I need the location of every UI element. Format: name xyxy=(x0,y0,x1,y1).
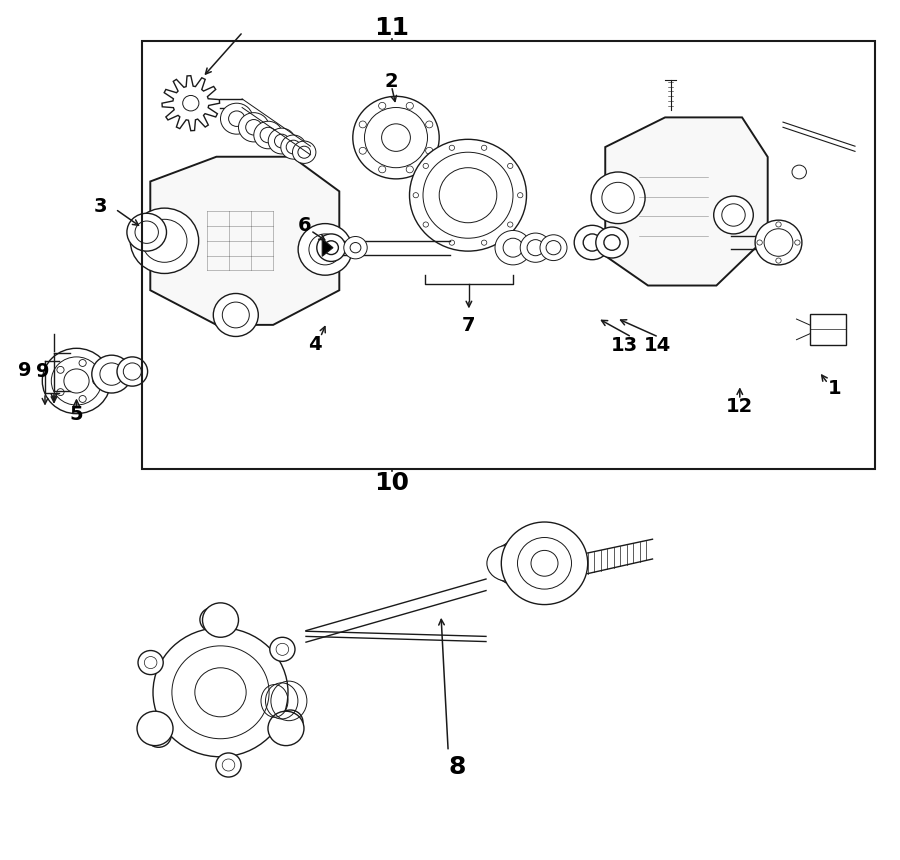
Circle shape xyxy=(292,141,316,163)
Polygon shape xyxy=(322,239,333,256)
Circle shape xyxy=(213,293,258,336)
Text: 9: 9 xyxy=(19,360,32,380)
Circle shape xyxy=(220,103,253,134)
Text: 2: 2 xyxy=(384,72,399,91)
Text: 7: 7 xyxy=(463,316,475,335)
Circle shape xyxy=(92,355,131,393)
Bar xyxy=(142,41,875,469)
Polygon shape xyxy=(605,117,768,286)
Circle shape xyxy=(520,233,551,262)
Text: 10: 10 xyxy=(374,471,409,495)
Ellipse shape xyxy=(487,545,530,581)
Circle shape xyxy=(127,213,166,251)
Circle shape xyxy=(298,224,352,275)
Circle shape xyxy=(268,128,295,154)
Circle shape xyxy=(344,237,367,259)
Ellipse shape xyxy=(502,529,587,598)
Circle shape xyxy=(254,121,283,149)
Circle shape xyxy=(540,235,567,261)
Text: 4: 4 xyxy=(308,335,322,353)
Ellipse shape xyxy=(495,538,558,589)
Text: 13: 13 xyxy=(611,336,638,355)
Circle shape xyxy=(495,230,531,265)
Polygon shape xyxy=(162,76,220,131)
Text: 5: 5 xyxy=(69,405,84,424)
Circle shape xyxy=(501,522,588,605)
Circle shape xyxy=(138,650,163,674)
Bar xyxy=(810,314,846,345)
Circle shape xyxy=(200,607,225,631)
Polygon shape xyxy=(150,157,339,325)
Circle shape xyxy=(130,208,199,273)
Circle shape xyxy=(278,710,303,734)
Circle shape xyxy=(410,139,526,251)
Text: 11: 11 xyxy=(374,15,409,40)
Circle shape xyxy=(238,113,269,142)
Circle shape xyxy=(137,711,173,746)
Circle shape xyxy=(270,637,295,661)
Text: 8: 8 xyxy=(448,755,466,779)
Circle shape xyxy=(281,135,306,159)
Circle shape xyxy=(216,753,241,777)
Text: 6: 6 xyxy=(297,216,311,235)
Text: 12: 12 xyxy=(726,397,753,416)
Text: 9: 9 xyxy=(36,362,50,382)
Circle shape xyxy=(755,220,802,265)
Circle shape xyxy=(714,196,753,234)
Circle shape xyxy=(153,628,288,757)
Ellipse shape xyxy=(499,533,572,593)
Circle shape xyxy=(268,711,304,746)
Text: 3: 3 xyxy=(94,197,108,216)
Circle shape xyxy=(596,227,628,258)
Circle shape xyxy=(117,357,148,386)
Circle shape xyxy=(591,172,645,224)
Text: 14: 14 xyxy=(644,336,670,355)
Circle shape xyxy=(42,348,111,414)
Circle shape xyxy=(146,723,171,747)
Ellipse shape xyxy=(491,542,544,585)
Circle shape xyxy=(353,96,439,179)
Circle shape xyxy=(317,234,346,261)
Circle shape xyxy=(574,225,610,260)
Text: 1: 1 xyxy=(827,379,842,398)
Circle shape xyxy=(202,603,238,637)
